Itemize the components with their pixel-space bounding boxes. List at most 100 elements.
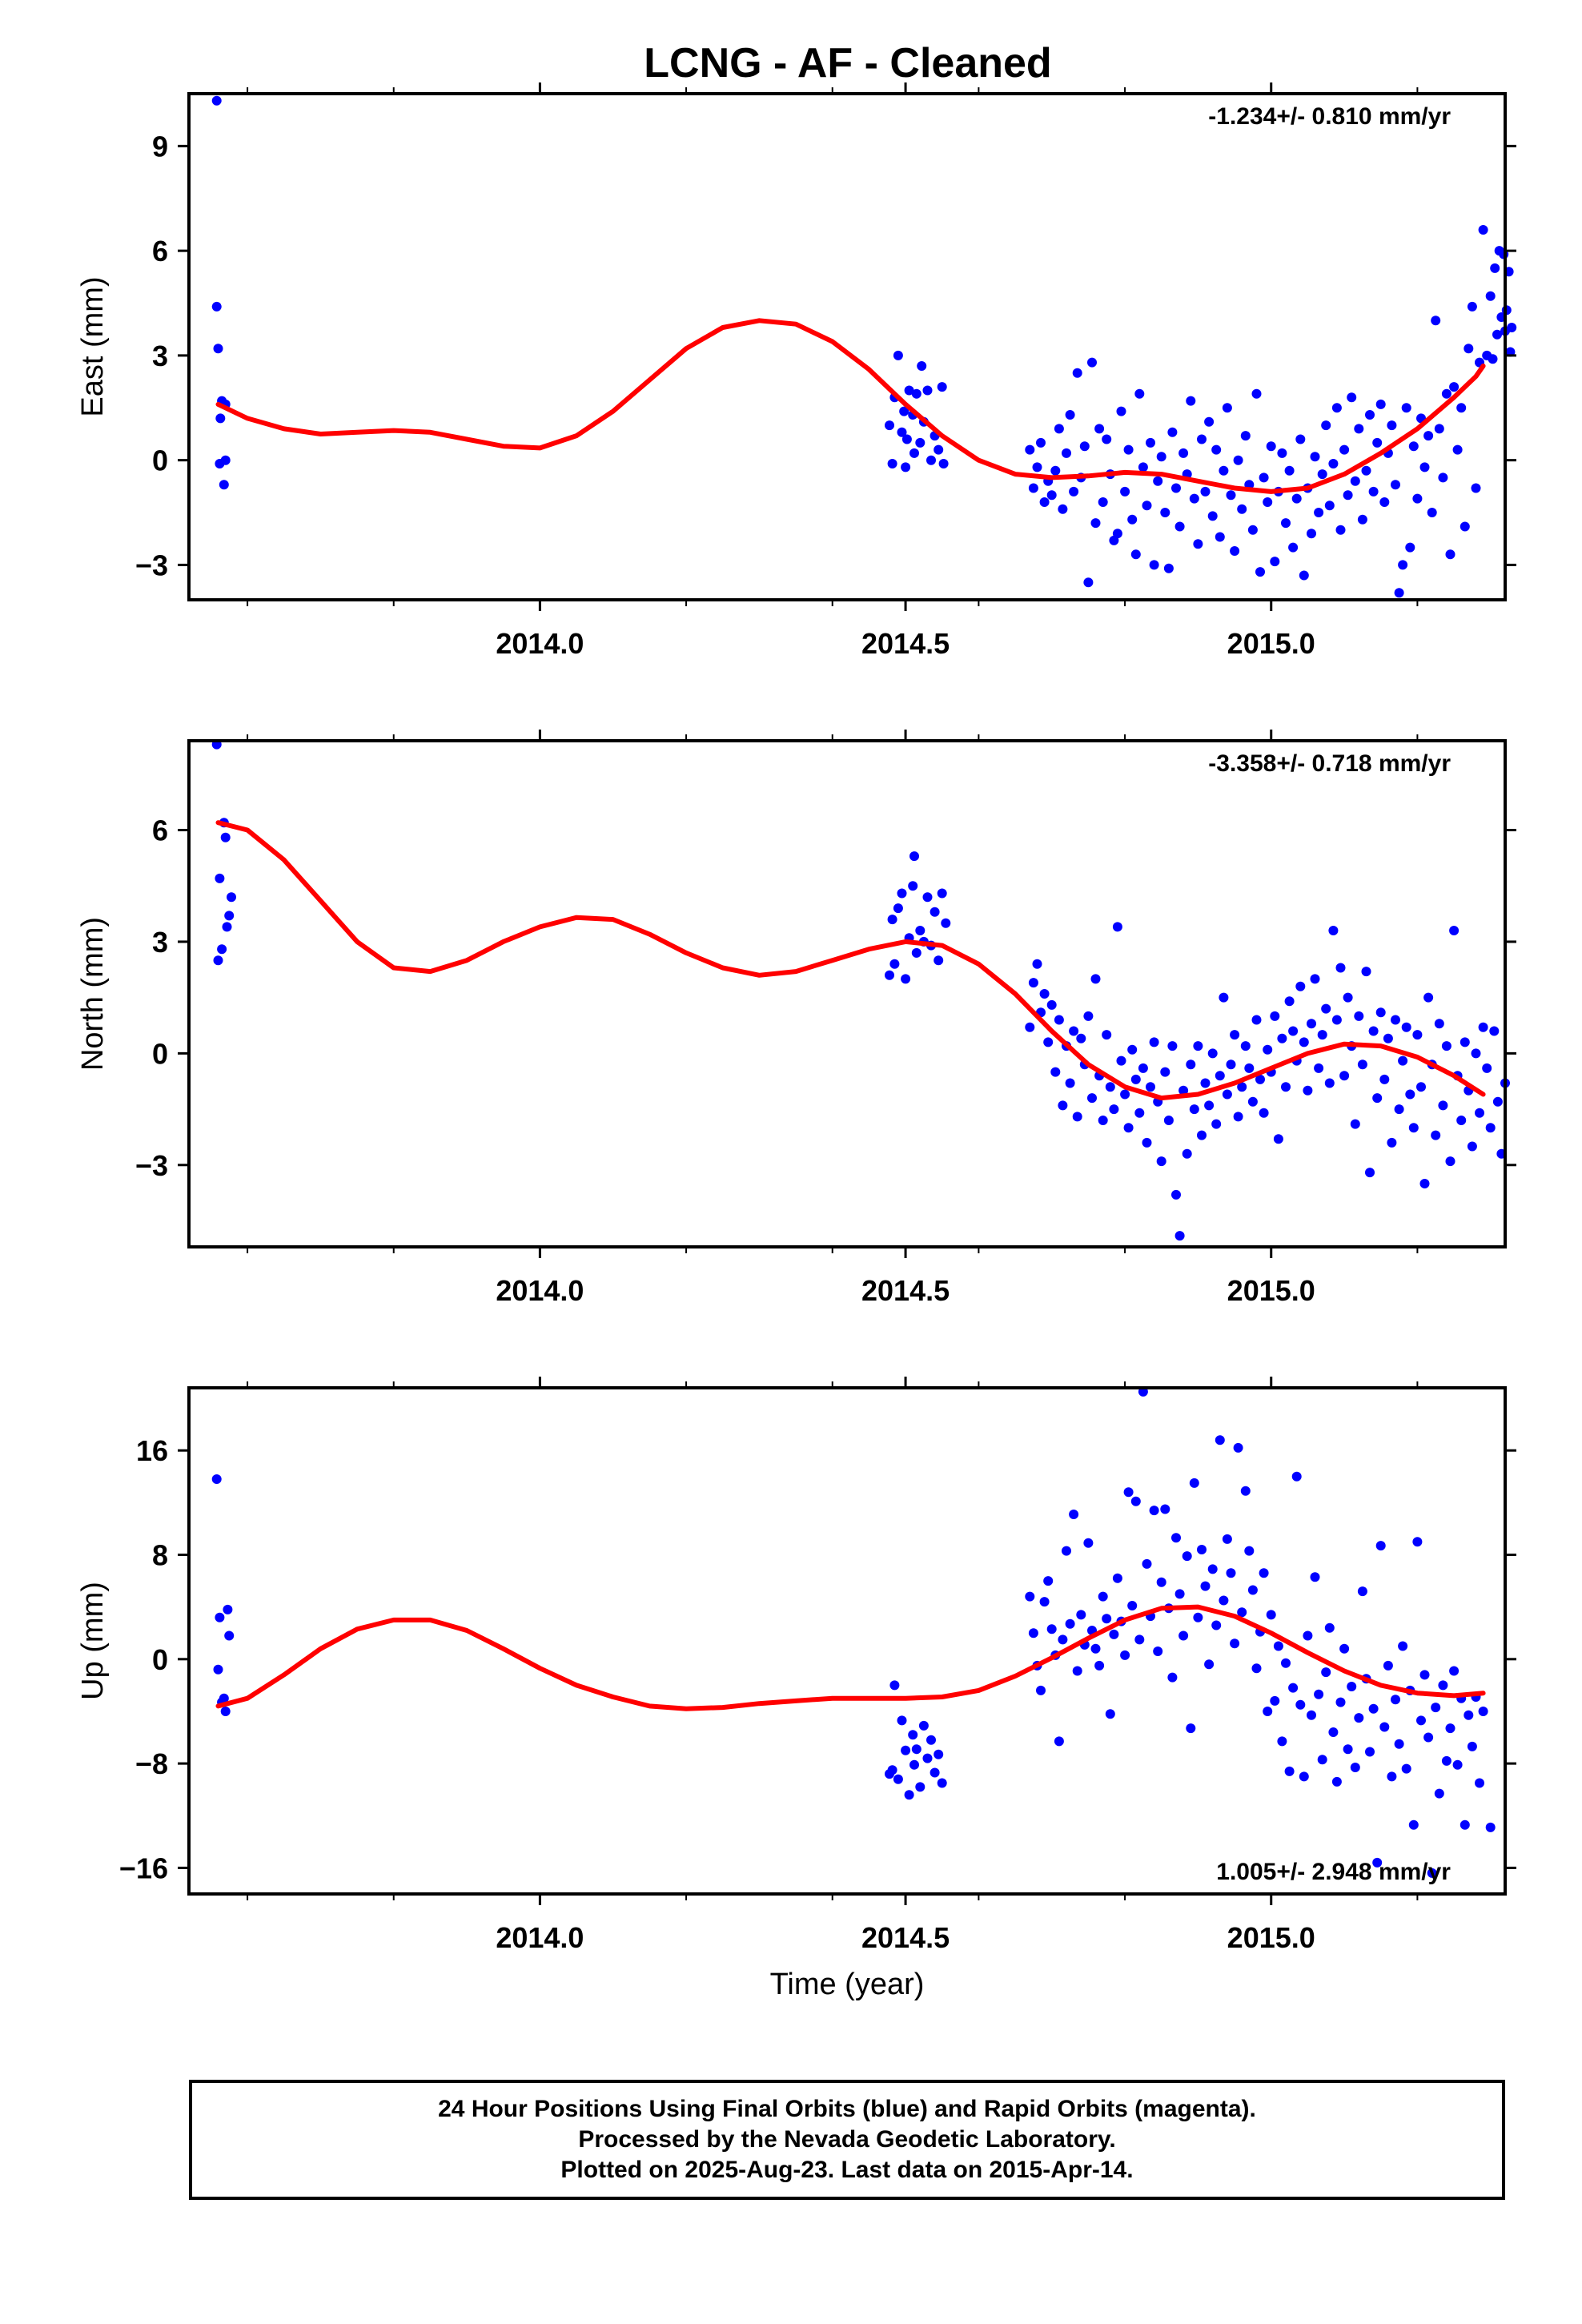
y-tick-label: 8 (152, 1538, 168, 1571)
data-point (1314, 1063, 1324, 1073)
data-point (217, 944, 227, 955)
data-point (227, 892, 236, 903)
data-point (1160, 1067, 1170, 1077)
data-point (887, 459, 897, 468)
data-point (1295, 1699, 1306, 1710)
data-point (1434, 1019, 1444, 1029)
data-point (1244, 1546, 1255, 1556)
data-point (1427, 508, 1437, 517)
data-point (1277, 1736, 1287, 1747)
data-point (1350, 1119, 1360, 1129)
data-point (1299, 570, 1309, 581)
data-point (1328, 926, 1339, 935)
data-point (1207, 511, 1218, 521)
data-point (1419, 462, 1430, 472)
data-point (1178, 1085, 1189, 1096)
data-point (1284, 465, 1295, 476)
data-point (1423, 1732, 1434, 1743)
data-point (1449, 926, 1460, 935)
data-point (1072, 1112, 1082, 1122)
x-tick-label: 2015.0 (1227, 627, 1315, 660)
data-point (1050, 465, 1061, 476)
data-point (897, 427, 907, 437)
data-point (1178, 448, 1189, 458)
data-point (1291, 1471, 1302, 1482)
data-point (1391, 480, 1400, 490)
data-point (1058, 1100, 1068, 1111)
data-point (1174, 1589, 1185, 1599)
data-point (1182, 1551, 1192, 1562)
data-point (1488, 354, 1498, 364)
data-point (1105, 1082, 1115, 1092)
data-point (1361, 465, 1371, 476)
data-point (1343, 992, 1353, 1003)
data-point (1178, 1630, 1189, 1641)
data-point (1098, 1116, 1108, 1125)
data-point (1478, 1022, 1488, 1032)
data-point (1090, 974, 1101, 984)
data-point (1485, 291, 1496, 301)
data-point (1076, 1610, 1086, 1620)
data-point (1460, 1819, 1470, 1830)
data-point (1028, 978, 1038, 988)
data-points (211, 1386, 1496, 1878)
data-point (211, 1474, 222, 1484)
data-point (1149, 1037, 1159, 1047)
data-point (1058, 1634, 1068, 1645)
data-point (915, 926, 926, 935)
data-point (1226, 490, 1236, 501)
data-point (1039, 497, 1050, 507)
data-point (926, 455, 936, 465)
data-point (1134, 1634, 1145, 1645)
data-point (1116, 1055, 1126, 1066)
data-point (1123, 1487, 1134, 1498)
data-point (1445, 1723, 1456, 1734)
data-point (1307, 529, 1316, 539)
data-point (1156, 1577, 1166, 1587)
data-point (1398, 1641, 1408, 1651)
x-tick-label: 2015.0 (1227, 1274, 1315, 1307)
data-point (1149, 560, 1159, 570)
data-point (1492, 1096, 1503, 1107)
data-point (1273, 1641, 1283, 1651)
data-point (1277, 448, 1287, 458)
data-point (930, 907, 940, 917)
data-point (1288, 542, 1299, 553)
data-point (1025, 1591, 1035, 1602)
data-point (1331, 1015, 1342, 1025)
data-point (213, 955, 223, 966)
data-point (1098, 1591, 1108, 1602)
data-point (1039, 1597, 1050, 1607)
data-point (1431, 316, 1441, 326)
data-point (901, 974, 911, 984)
data-point (904, 385, 914, 396)
data-point (1460, 1037, 1470, 1047)
data-point (1467, 1741, 1477, 1751)
data-point (1295, 981, 1306, 991)
data-point (1204, 1100, 1215, 1111)
data-point (1412, 1030, 1423, 1040)
footer-line-3: Plotted on 2025-Aug-23. Last data on 201… (560, 2157, 1134, 2183)
data-point (1456, 403, 1467, 413)
data-point (1032, 959, 1042, 969)
data-point (1163, 563, 1174, 573)
velocity-rate-label: -1.234+/- 0.810 mm/yr (1208, 103, 1451, 130)
data-point (213, 344, 223, 354)
data-point (1321, 420, 1331, 431)
data-point (1489, 1026, 1500, 1036)
data-point (1028, 1628, 1038, 1638)
data-point (1072, 1666, 1082, 1676)
data-point (1090, 1643, 1101, 1654)
data-point (1058, 504, 1068, 514)
data-point (1197, 1130, 1207, 1140)
data-point (922, 1753, 933, 1763)
data-point (1215, 1071, 1225, 1081)
data-point (1464, 1710, 1474, 1720)
data-point (1167, 427, 1178, 437)
data-point (1434, 424, 1444, 434)
data-point (934, 1749, 944, 1759)
data-point (1475, 1108, 1484, 1118)
data-points (211, 95, 1517, 598)
data-point (1127, 514, 1138, 525)
data-point (1149, 1506, 1159, 1516)
